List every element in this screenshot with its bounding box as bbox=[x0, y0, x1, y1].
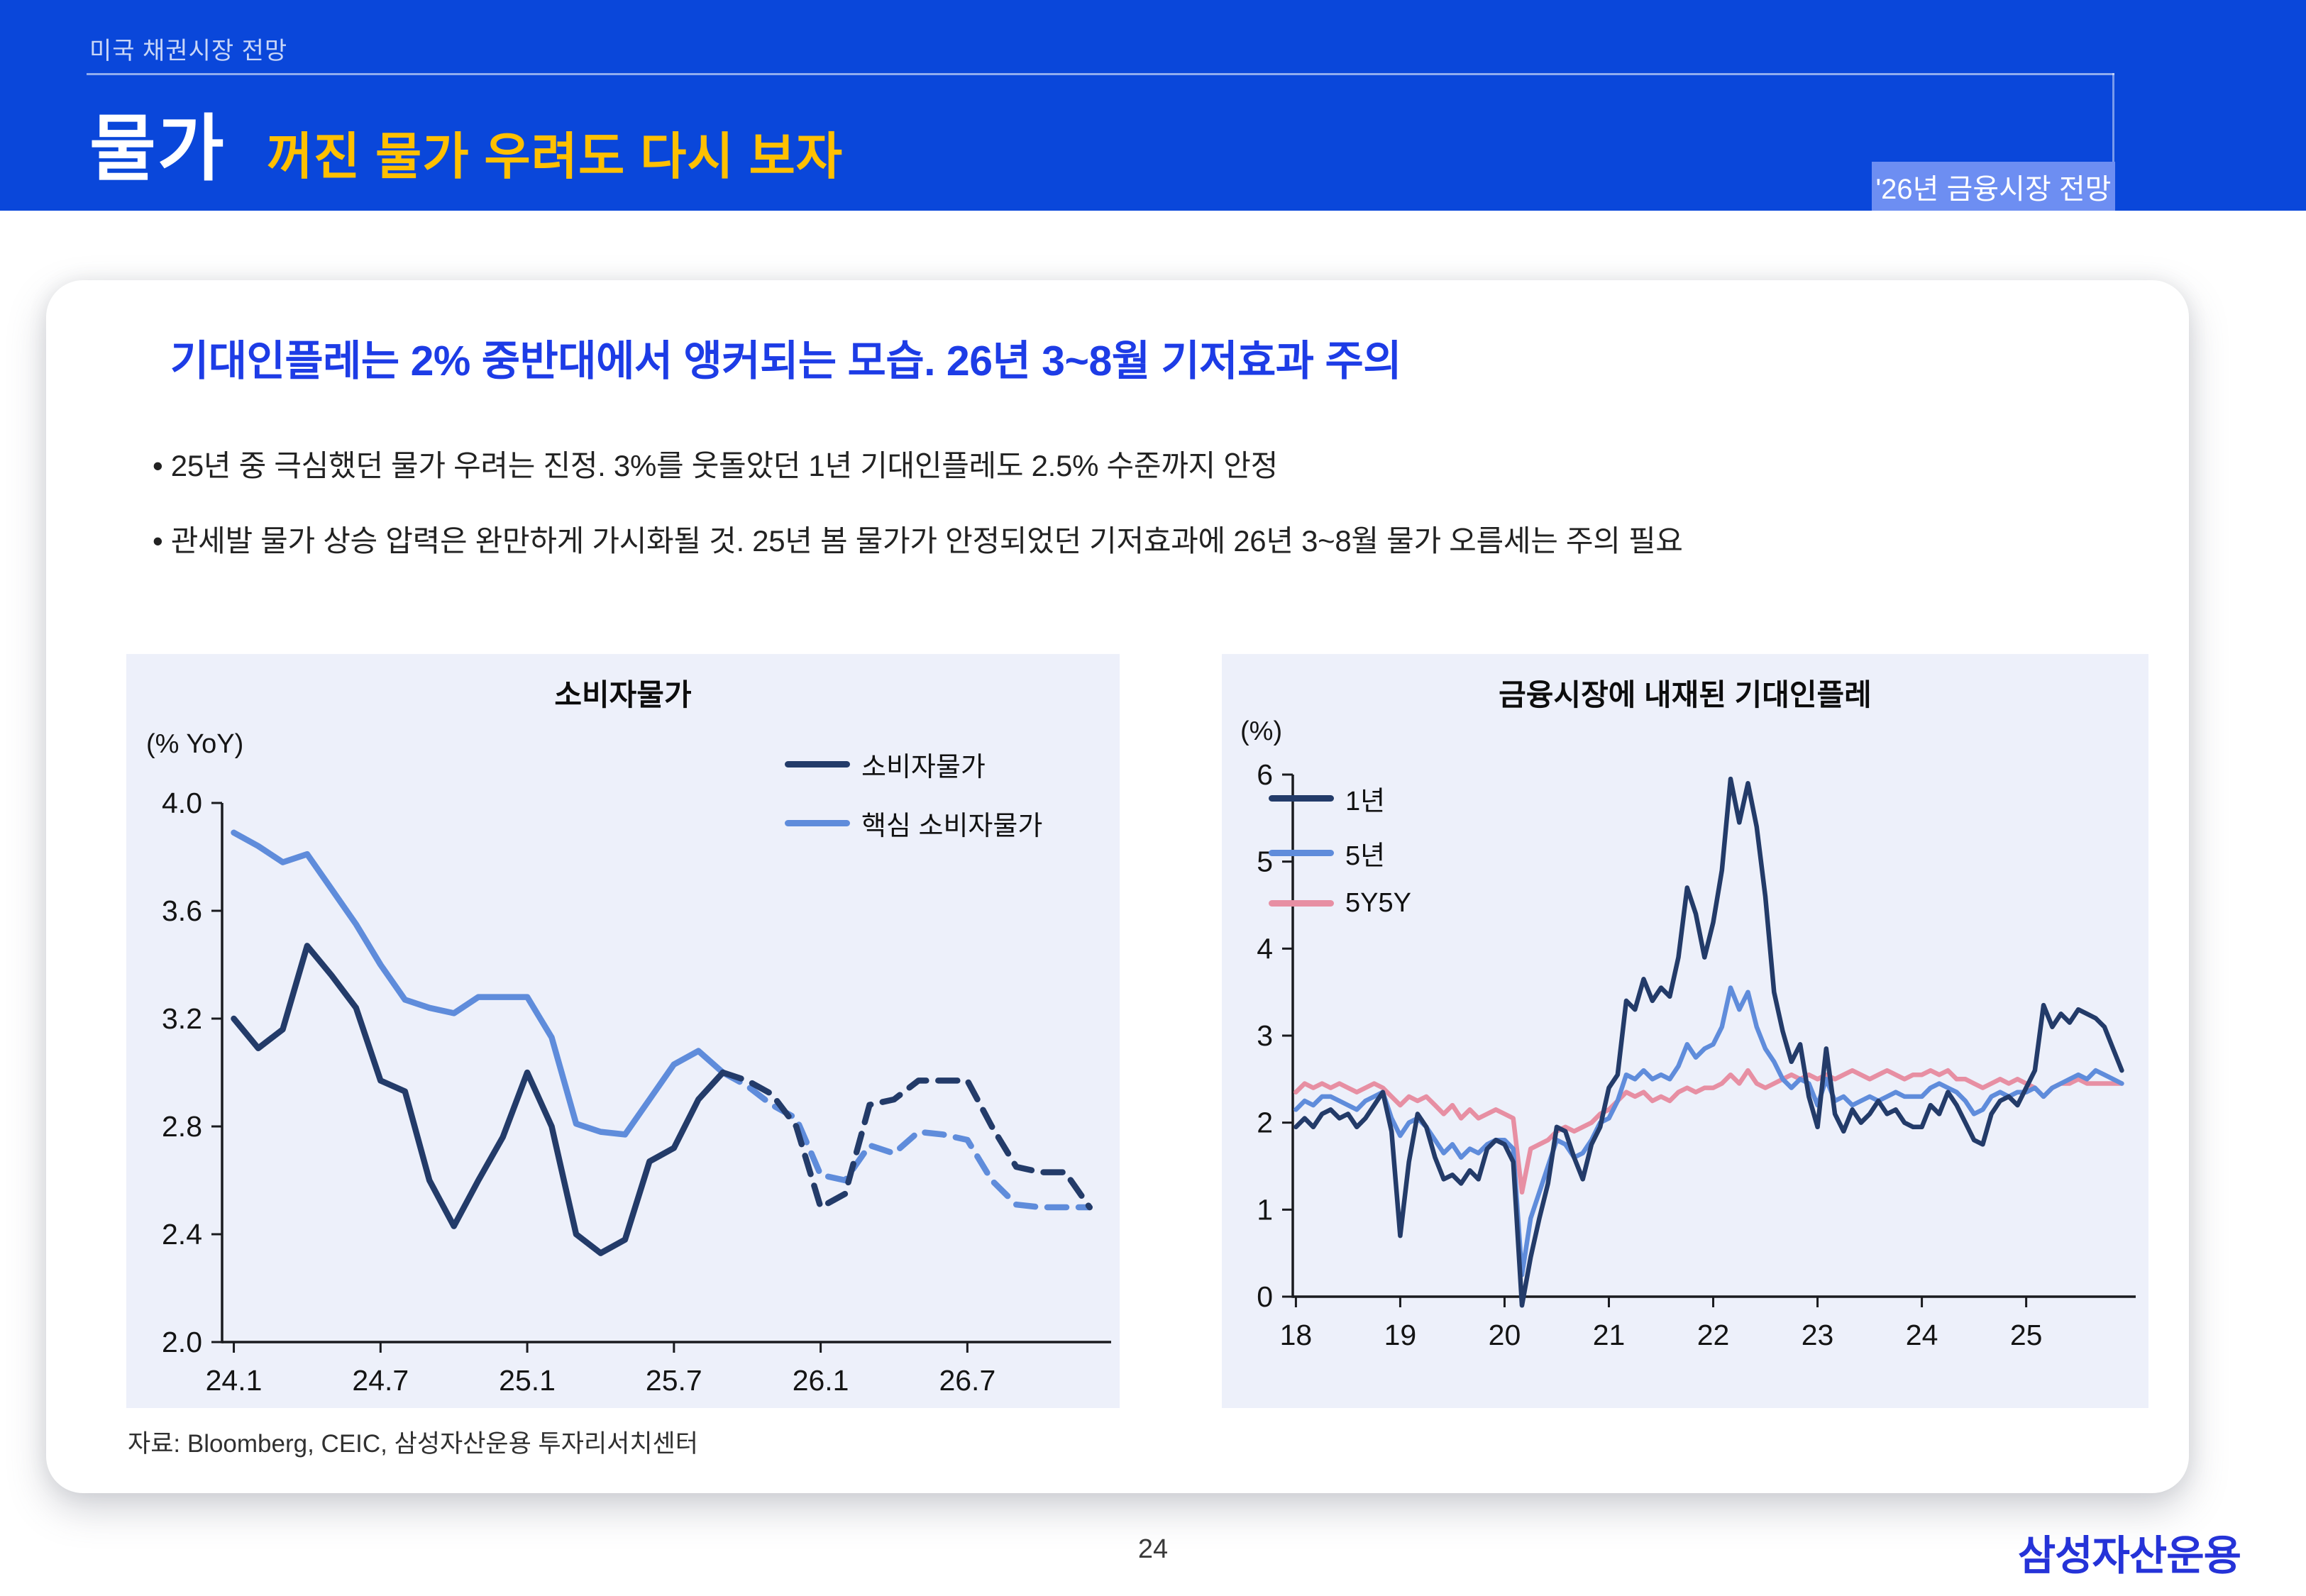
svg-text:3.2: 3.2 bbox=[162, 1002, 202, 1035]
consumer-price-chart: 2.0 2.4 2.8 3.2 3.6 4.0 24.1 24.7 25.1 25.7 26.1 26… bbox=[162, 787, 1111, 1397]
legend-item: 5년 bbox=[1269, 833, 1411, 872]
bullet-item: • 관세발 물가 상승 압력은 완만하게 가시화될 것. 25년 봄 물가가 안… bbox=[153, 524, 1683, 558]
svg-text:2: 2 bbox=[1257, 1107, 1273, 1139]
svg-text:25.1: 25.1 bbox=[499, 1364, 556, 1397]
legend-label: 소비자물가 bbox=[861, 753, 986, 782]
bullet-item: • 25년 중 극심했던 물가 우려는 진정. 3%를 웃돌았던 1년 기대인플… bbox=[153, 449, 1278, 482]
svg-text:3: 3 bbox=[1257, 1019, 1273, 1052]
legend-line-swatch bbox=[1269, 900, 1334, 907]
svg-text:4.0: 4.0 bbox=[162, 787, 202, 819]
svg-text:24.7: 24.7 bbox=[352, 1364, 409, 1397]
legend-item: 소비자물가 bbox=[785, 745, 1042, 784]
header-divider bbox=[87, 73, 2114, 75]
svg-text:2.8: 2.8 bbox=[162, 1110, 202, 1143]
legend-item: 핵심 소비자물가 bbox=[785, 804, 1042, 843]
company-logo: 삼성자산운용 bbox=[2017, 1533, 2241, 1579]
source-note: 자료: Bloomberg, CEIC, 삼성자산운용 투자리서치센터 bbox=[128, 1430, 698, 1458]
svg-text:25: 25 bbox=[2010, 1319, 2043, 1351]
svg-text:22: 22 bbox=[1697, 1319, 1730, 1351]
svg-text:3.6: 3.6 bbox=[162, 894, 202, 927]
breadcrumb: 미국 채권시장 전망 bbox=[89, 38, 288, 65]
chart-legend: 1년 5년 5Y5Y bbox=[1269, 779, 1411, 919]
legend-label: 핵심 소비자물가 bbox=[861, 811, 1043, 841]
legend-label: 5년 bbox=[1345, 841, 1386, 871]
header-frame-edge bbox=[2112, 73, 2114, 163]
legend-item: 1년 bbox=[1269, 779, 1411, 818]
report-badge: '26년 금융시장 전망 bbox=[1872, 162, 2115, 211]
svg-text:20: 20 bbox=[1489, 1319, 1521, 1351]
svg-text:18: 18 bbox=[1280, 1319, 1313, 1351]
chart-legend: 소비자물가 핵심 소비자물가 bbox=[785, 745, 1042, 843]
legend-label: 1년 bbox=[1345, 787, 1386, 816]
slide-header: 미국 채권시장 전망 물가 꺼진 물가 우려도 다시 보자 '26년 금융시장 … bbox=[0, 0, 2306, 211]
svg-text:23: 23 bbox=[1802, 1319, 1834, 1351]
y-axis-unit-label: (% YoY) bbox=[146, 729, 244, 759]
chart-title: 금융시장에 내재된 기대인플레 bbox=[1499, 678, 1872, 711]
svg-text:2.4: 2.4 bbox=[162, 1218, 202, 1251]
title-row: 물가 꺼진 물가 우려도 다시 보자 bbox=[89, 91, 843, 195]
svg-text:6: 6 bbox=[1257, 758, 1273, 791]
section-label: 물가 bbox=[89, 109, 226, 189]
legend-item: 5Y5Y bbox=[1269, 888, 1411, 919]
content-card: 기대인플레는 2% 중반대에서 앵커되는 모습. 26년 3~8월 기저효과 주… bbox=[46, 280, 2189, 1493]
y-axis-unit-label: (%) bbox=[1240, 716, 1283, 746]
legend-line-swatch bbox=[785, 761, 850, 767]
legend-line-swatch bbox=[1269, 850, 1334, 856]
svg-text:24.1: 24.1 bbox=[206, 1364, 263, 1397]
svg-text:4: 4 bbox=[1257, 932, 1273, 965]
card-headline: 기대인플레는 2% 중반대에서 앵커되는 모습. 26년 3~8월 기저효과 주… bbox=[170, 338, 1402, 384]
legend-label: 5Y5Y bbox=[1345, 888, 1411, 918]
svg-text:1: 1 bbox=[1257, 1193, 1273, 1226]
page-number: 24 bbox=[1137, 1534, 1169, 1564]
svg-text:26.1: 26.1 bbox=[793, 1364, 849, 1397]
legend-line-swatch bbox=[785, 820, 850, 826]
svg-text:25.7: 25.7 bbox=[646, 1364, 702, 1397]
svg-text:19: 19 bbox=[1384, 1319, 1417, 1351]
svg-text:2.0: 2.0 bbox=[162, 1326, 202, 1358]
consumer-price-chart-panel: 2.0 2.4 2.8 3.2 3.6 4.0 24.1 24.7 25.1 25.7 26.1 26… bbox=[126, 654, 1120, 1408]
breakeven-inflation-chart-panel: 0 1 2 3 4 5 6 18 19 20 21 22 23 24 25 금융시장에 내재된 기대인플레 … bbox=[1222, 654, 2148, 1408]
chart-title: 소비자물가 bbox=[554, 678, 692, 711]
legend-line-swatch bbox=[1269, 795, 1334, 802]
svg-text:21: 21 bbox=[1593, 1319, 1626, 1351]
page-title: 꺼진 물가 우려도 다시 보자 bbox=[266, 129, 844, 185]
svg-text:26.7: 26.7 bbox=[939, 1364, 995, 1397]
svg-text:24: 24 bbox=[1906, 1319, 1938, 1351]
svg-text:0: 0 bbox=[1257, 1280, 1273, 1313]
